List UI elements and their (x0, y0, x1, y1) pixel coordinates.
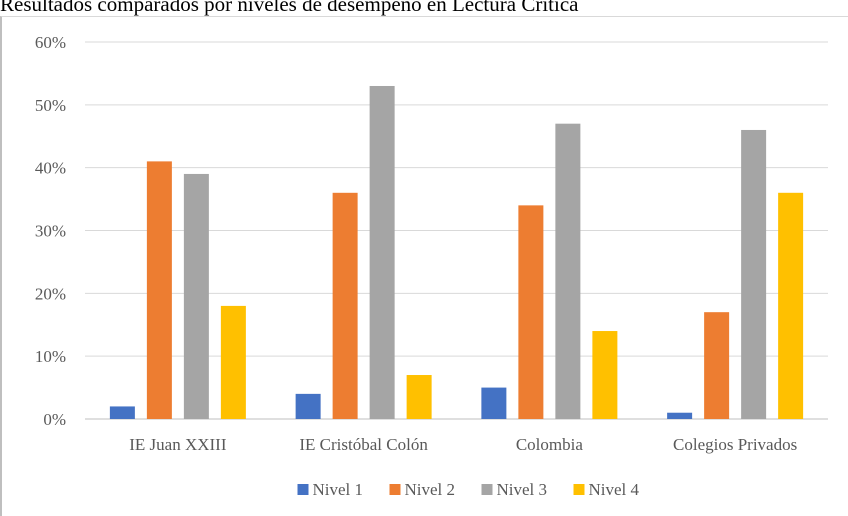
bar-nivel-2 (332, 192, 358, 419)
bar-nivel-3 (741, 129, 767, 419)
legend-swatch (573, 484, 585, 495)
x-tick-label: IE Cristóbal Colón (299, 435, 428, 454)
legend-swatch (481, 484, 493, 495)
x-tick-label: Colombia (516, 435, 584, 454)
x-axis-ticks: IE Juan XXIII IE Cristóbal Colón Colombia C… (129, 435, 797, 454)
bar-nivel-1 (109, 406, 135, 419)
legend-swatch (389, 484, 401, 495)
bar-nivel-3 (369, 85, 395, 419)
bar-nivel-3 (183, 173, 209, 419)
y-tick-label: 10% (35, 347, 66, 366)
y-tick-label: 50% (35, 96, 66, 115)
bars (109, 85, 804, 419)
bar-nivel-4 (220, 305, 246, 419)
y-tick-label: 20% (35, 284, 66, 303)
legend-label: Nivel 4 (589, 480, 640, 499)
y-tick-label: 30% (35, 222, 66, 241)
bar-nivel-2 (518, 205, 544, 419)
bar-nivel-4 (406, 375, 432, 419)
chart-frame (0, 16, 848, 516)
y-axis-ticks: 0% 10% 20% 30% 40% 50% 60% (35, 33, 66, 429)
chart-title: Resultados comparados por niveles de des… (0, 0, 579, 16)
bar-nivel-3 (555, 123, 581, 419)
bar-nivel-2 (704, 312, 730, 419)
legend-label: Nivel 2 (405, 480, 456, 499)
bar-nivel-1 (295, 393, 321, 419)
y-tick-label: 40% (35, 159, 66, 178)
bar-nivel-4 (592, 331, 618, 419)
bar-nivel-2 (146, 161, 172, 419)
y-tick-label: 0% (43, 410, 66, 429)
legend-label: Nivel 3 (497, 480, 548, 499)
bar-nivel-1 (667, 412, 693, 419)
x-tick-label: Colegios Privados (673, 435, 797, 454)
y-tick-label: 60% (35, 33, 66, 52)
bar-nivel-1 (481, 387, 507, 419)
legend-label: Nivel 1 (313, 480, 364, 499)
bar-nivel-4 (778, 192, 804, 419)
x-tick-label: IE Juan XXIII (129, 435, 227, 454)
legend-swatch (297, 484, 309, 495)
legend: Nivel 1 Nivel 2 Nivel 3 Nivel 4 (297, 480, 640, 499)
